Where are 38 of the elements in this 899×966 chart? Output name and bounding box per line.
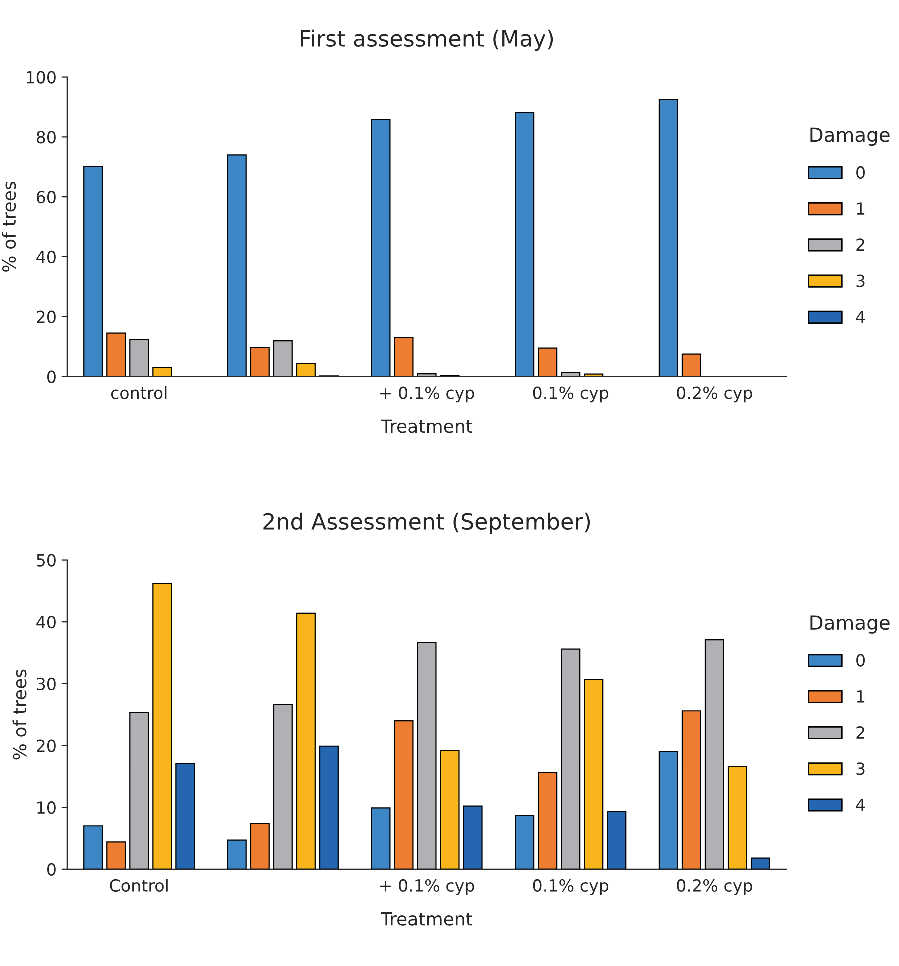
legend-label: 2 — [856, 726, 864, 739]
chart-title: 2nd Assessment (September) — [264, 512, 590, 534]
y-tick-label: 40 — [36, 616, 56, 629]
y-tick-label: 10 — [38, 802, 56, 814]
legend-title: Damage — [810, 616, 890, 634]
x-tick-label: 0.2% cyp — [677, 879, 752, 896]
legend-label: 1 — [857, 202, 865, 215]
x-axis-title: Treatment — [381, 420, 473, 434]
y-tick-label: 60 — [36, 191, 56, 204]
y-tick-label: 40 — [36, 250, 56, 264]
x-tick-label: 0.1% cyp — [533, 386, 609, 403]
x-tick-label: 0.1% cyp — [533, 879, 609, 896]
y-tick-label: 80 — [36, 131, 56, 144]
y-tick-label: 0 — [48, 863, 56, 876]
legend-label: 0 — [856, 654, 865, 667]
y-tick-label: 20 — [37, 310, 56, 324]
y-tick-label: 20 — [37, 740, 56, 752]
x-tick-label: + 0.1% cyp — [380, 386, 474, 403]
y-tick-label: 0 — [48, 370, 56, 384]
legend-label: 2 — [856, 238, 864, 252]
y-axis-title: % of trees — [2, 182, 16, 272]
chart-title: First assessment (May) — [301, 30, 554, 52]
y-tick-label: 100 — [27, 71, 56, 84]
legend-label: 3 — [856, 274, 865, 288]
x-tick-label: + 0.1% cyp — [380, 879, 474, 896]
x-axis-title: Treatment — [381, 912, 473, 926]
legend-label: 4 — [856, 798, 866, 812]
legend-label: 4 — [856, 311, 866, 324]
legend-title: Damage — [810, 128, 890, 146]
legend-label: 0 — [856, 166, 865, 179]
y-tick-label: 30 — [37, 678, 56, 690]
y-axis-title: % of trees — [12, 670, 27, 760]
legend-label: 3 — [856, 762, 865, 776]
legend-label: 1 — [857, 690, 865, 703]
y-tick-label: 50 — [37, 554, 56, 567]
x-tick-label: 0.2% cyp — [677, 386, 752, 403]
x-tick-label: control — [111, 386, 167, 400]
x-tick-label: Control — [110, 879, 168, 892]
